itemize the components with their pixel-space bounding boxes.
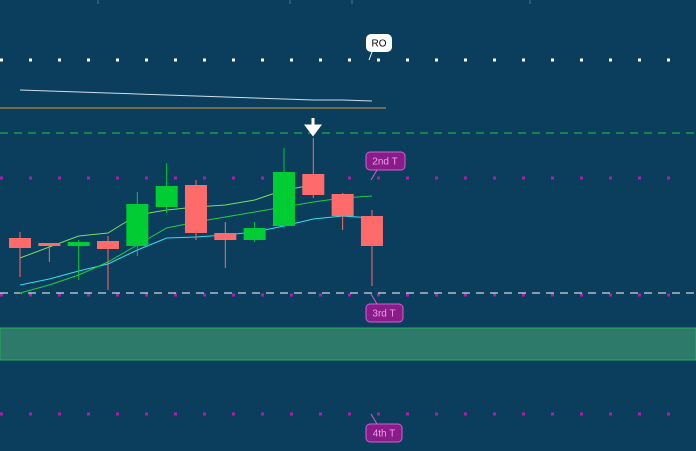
annotation-label: 3rd T xyxy=(372,309,395,320)
annotation-label: RO xyxy=(372,39,387,50)
label-box xyxy=(366,34,392,52)
candle-body xyxy=(67,242,90,246)
annotation-label: 4th T xyxy=(373,429,396,440)
indicator-line xyxy=(19,89,372,102)
candle-body xyxy=(360,216,383,246)
candle-body xyxy=(243,228,266,240)
candle-body xyxy=(126,204,149,246)
candle-body xyxy=(184,185,207,233)
candle-body xyxy=(214,233,237,240)
label-box xyxy=(365,303,404,323)
candle-body xyxy=(38,243,61,246)
candle-body xyxy=(155,186,178,207)
annotation-label: 2nd T xyxy=(372,157,397,168)
label-pointer xyxy=(370,169,378,181)
arrow-marker xyxy=(304,118,322,137)
annotations: RO 2nd T 3rd T 4th T xyxy=(304,34,406,443)
label-pointer xyxy=(368,51,373,61)
candle-body xyxy=(9,238,31,248)
label-box xyxy=(365,423,403,443)
candle-body xyxy=(272,172,295,226)
label-pointer xyxy=(370,413,378,425)
candle-body xyxy=(331,194,354,216)
candle-body xyxy=(302,174,325,195)
plot-background xyxy=(0,0,696,416)
label-box xyxy=(365,151,406,171)
candle-body xyxy=(96,241,119,249)
zone xyxy=(0,327,696,361)
label-pointer xyxy=(370,293,378,305)
